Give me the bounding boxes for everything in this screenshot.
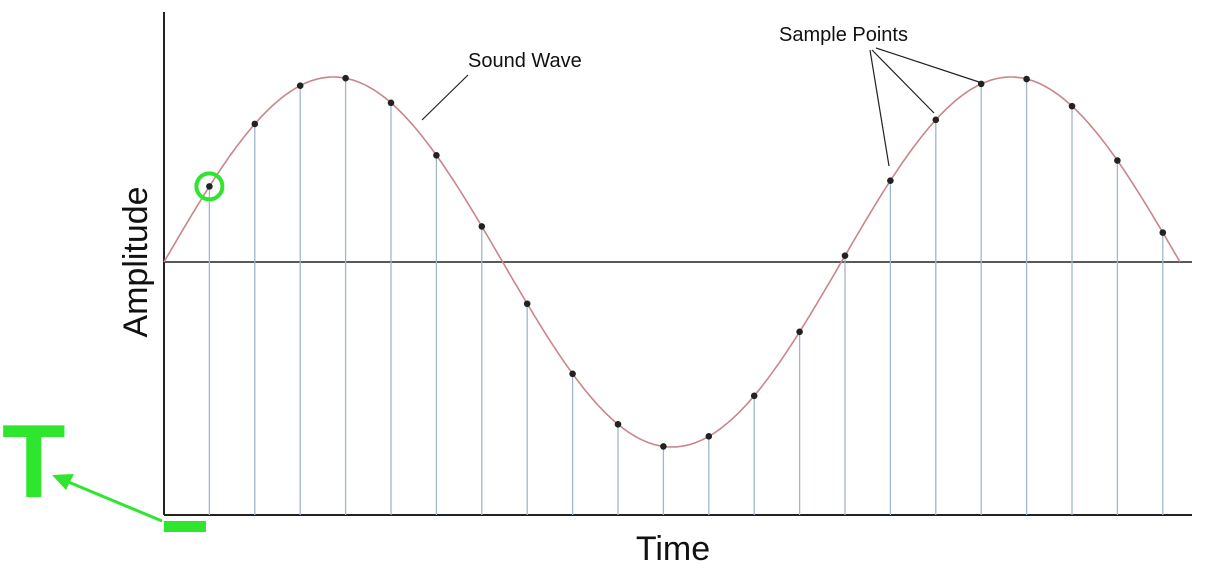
sample-point [523,300,531,308]
period-arrow [52,474,163,523]
sample-points-leaders [869,47,980,167]
sample-point [932,116,940,124]
sample-point [206,183,213,190]
x-axis-label: Time [636,530,710,568]
sample-point [660,443,667,450]
y-axis-label: Amplitude [117,186,155,337]
sample-point [433,152,440,159]
sample-point [750,392,758,400]
sample-point [705,433,713,440]
sample-point [614,420,622,428]
sample-point [796,328,803,336]
sample-points-label: Sample Points [779,24,908,46]
sample-stems [208,78,1164,515]
sample-point [569,370,576,378]
sample-point [841,252,849,260]
sample-point [251,120,259,128]
sample-point [342,74,349,82]
sample-point [1068,102,1076,110]
sample-point [1159,229,1167,236]
sample-point [296,82,304,89]
sample-point [478,223,486,230]
highlighted-sample-ring [194,171,225,202]
sample-point [977,80,985,88]
sound-wave-leader [421,74,469,121]
sample-point [887,177,894,184]
sample-point [1023,75,1030,83]
sample-point [1114,157,1121,164]
sample-points [206,74,1167,450]
sound-wave-label: Sound Wave [468,50,582,72]
period-underscore [164,521,206,532]
period-symbol: T [2,404,66,520]
sample-point [387,99,395,107]
sound-wave-curve [163,76,1181,448]
